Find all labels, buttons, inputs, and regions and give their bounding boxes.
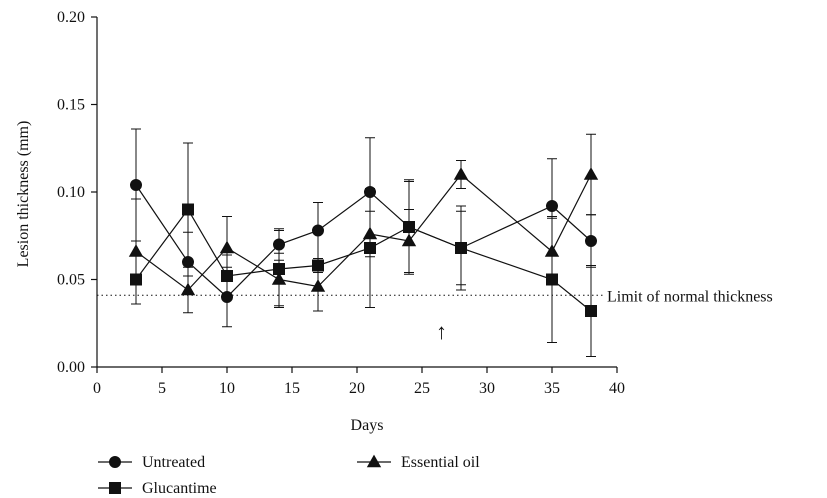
legend: Untreated Glucantime Essential oil (98, 454, 480, 497)
legend-item: Untreated (98, 454, 205, 471)
x-axis-title: Days (351, 417, 384, 434)
square-marker (585, 305, 597, 317)
x-tick-label: 0 (93, 380, 101, 397)
x-tick-label: 25 (414, 380, 430, 397)
x-tick-label: 30 (479, 380, 495, 397)
series-line (135, 208, 592, 312)
series-glucantime (130, 142, 597, 357)
series-line (135, 184, 592, 298)
arrow-annotation: ↑ (436, 319, 447, 344)
x-tick-label: 5 (158, 380, 166, 397)
series-essential-oil (128, 133, 599, 314)
legend-item: Essential oil (357, 454, 480, 471)
triangle-marker (583, 167, 599, 180)
square-marker (109, 482, 121, 494)
y-tick-label: 0.15 (57, 97, 85, 114)
y-tick-label: 0.00 (57, 359, 85, 376)
x-tick-label: 40 (609, 380, 625, 397)
circle-marker (585, 235, 597, 247)
square-marker (182, 203, 194, 216)
triangle-marker (128, 244, 144, 257)
circle-marker (130, 179, 142, 191)
x-tick-label: 20 (349, 380, 365, 397)
triangle-marker (453, 167, 469, 180)
triangle-marker (310, 279, 326, 292)
triangle-marker (271, 272, 287, 285)
circle-marker (109, 456, 121, 468)
annotations: ↑ (436, 319, 447, 344)
series-line (135, 173, 592, 291)
legend-label: Glucantime (142, 480, 217, 497)
y-axis-title: Lesion thickness (mm) (15, 121, 32, 268)
legend-label: Untreated (142, 454, 205, 471)
triangle-marker (544, 244, 560, 257)
series-untreated (130, 128, 597, 328)
triangle-marker (366, 454, 382, 468)
reference-line-group: Limit of normal thickness (97, 288, 773, 305)
triangle-marker (401, 233, 417, 247)
circle-marker (546, 200, 558, 212)
legend-label: Essential oil (401, 454, 480, 471)
triangle-marker (180, 282, 196, 296)
y-tick-label: 0.20 (57, 9, 85, 26)
triangle-marker (362, 226, 378, 240)
legend-item: Glucantime (98, 480, 217, 497)
x-tick-label: 35 (544, 380, 560, 397)
circle-marker (312, 224, 324, 237)
square-marker (455, 242, 467, 254)
x-tick-label: 15 (284, 380, 300, 397)
axes: 0 5 10 15 20 25 30 35 40 0.00 0.05 0.10 0.15 0.20 Days… (15, 9, 625, 434)
y-tick-label: 0.10 (57, 184, 85, 201)
reference-line-label: Limit of normal thickness (607, 288, 773, 305)
series-group (128, 128, 599, 357)
y-tick-label: 0.05 (57, 272, 85, 289)
triangle-marker (219, 240, 235, 254)
x-tick-label: 10 (219, 380, 235, 397)
